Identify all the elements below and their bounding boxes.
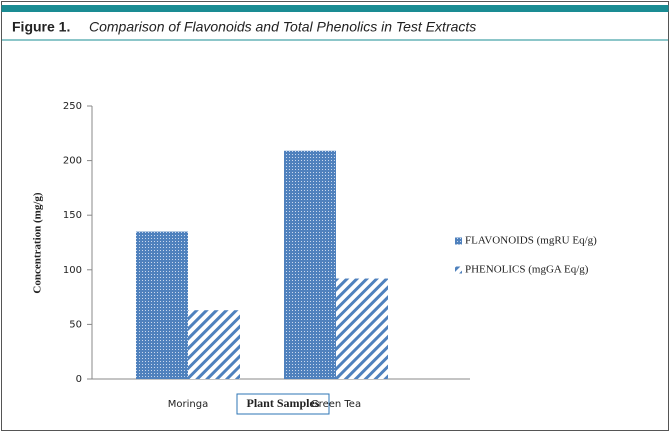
legend-swatch (455, 266, 462, 274)
bar (188, 310, 240, 379)
x-label-box (236, 393, 330, 415)
top-bar (1, 5, 669, 12)
y-tick-label: 100 (63, 265, 82, 276)
figure-label: Figure 1. (12, 19, 70, 35)
y-tick-label: 50 (69, 319, 82, 330)
chart-title: Comparison of Flavonoids and Total Pheno… (89, 19, 476, 35)
y-axis-label: Concentration (mg/g) (32, 192, 44, 293)
bar (336, 278, 388, 379)
legend-swatch (455, 237, 462, 245)
y-tick-label: 250 (63, 101, 82, 112)
legend-label: FLAVONOIDS (mgRU Eq/g) (465, 235, 597, 247)
y-tick-label: 0 (76, 374, 82, 385)
y-tick-label: 150 (63, 210, 82, 221)
x-axis-label: Plant Samples (246, 396, 319, 410)
x-tick-label: Moringa (168, 399, 208, 410)
bar (284, 150, 336, 379)
legend-label: PHENOLICS (mgGA Eq/g) (465, 264, 589, 276)
bar (136, 231, 188, 379)
x-tick-label: Green Tea (311, 399, 361, 410)
y-tick-label: 200 (63, 156, 82, 167)
